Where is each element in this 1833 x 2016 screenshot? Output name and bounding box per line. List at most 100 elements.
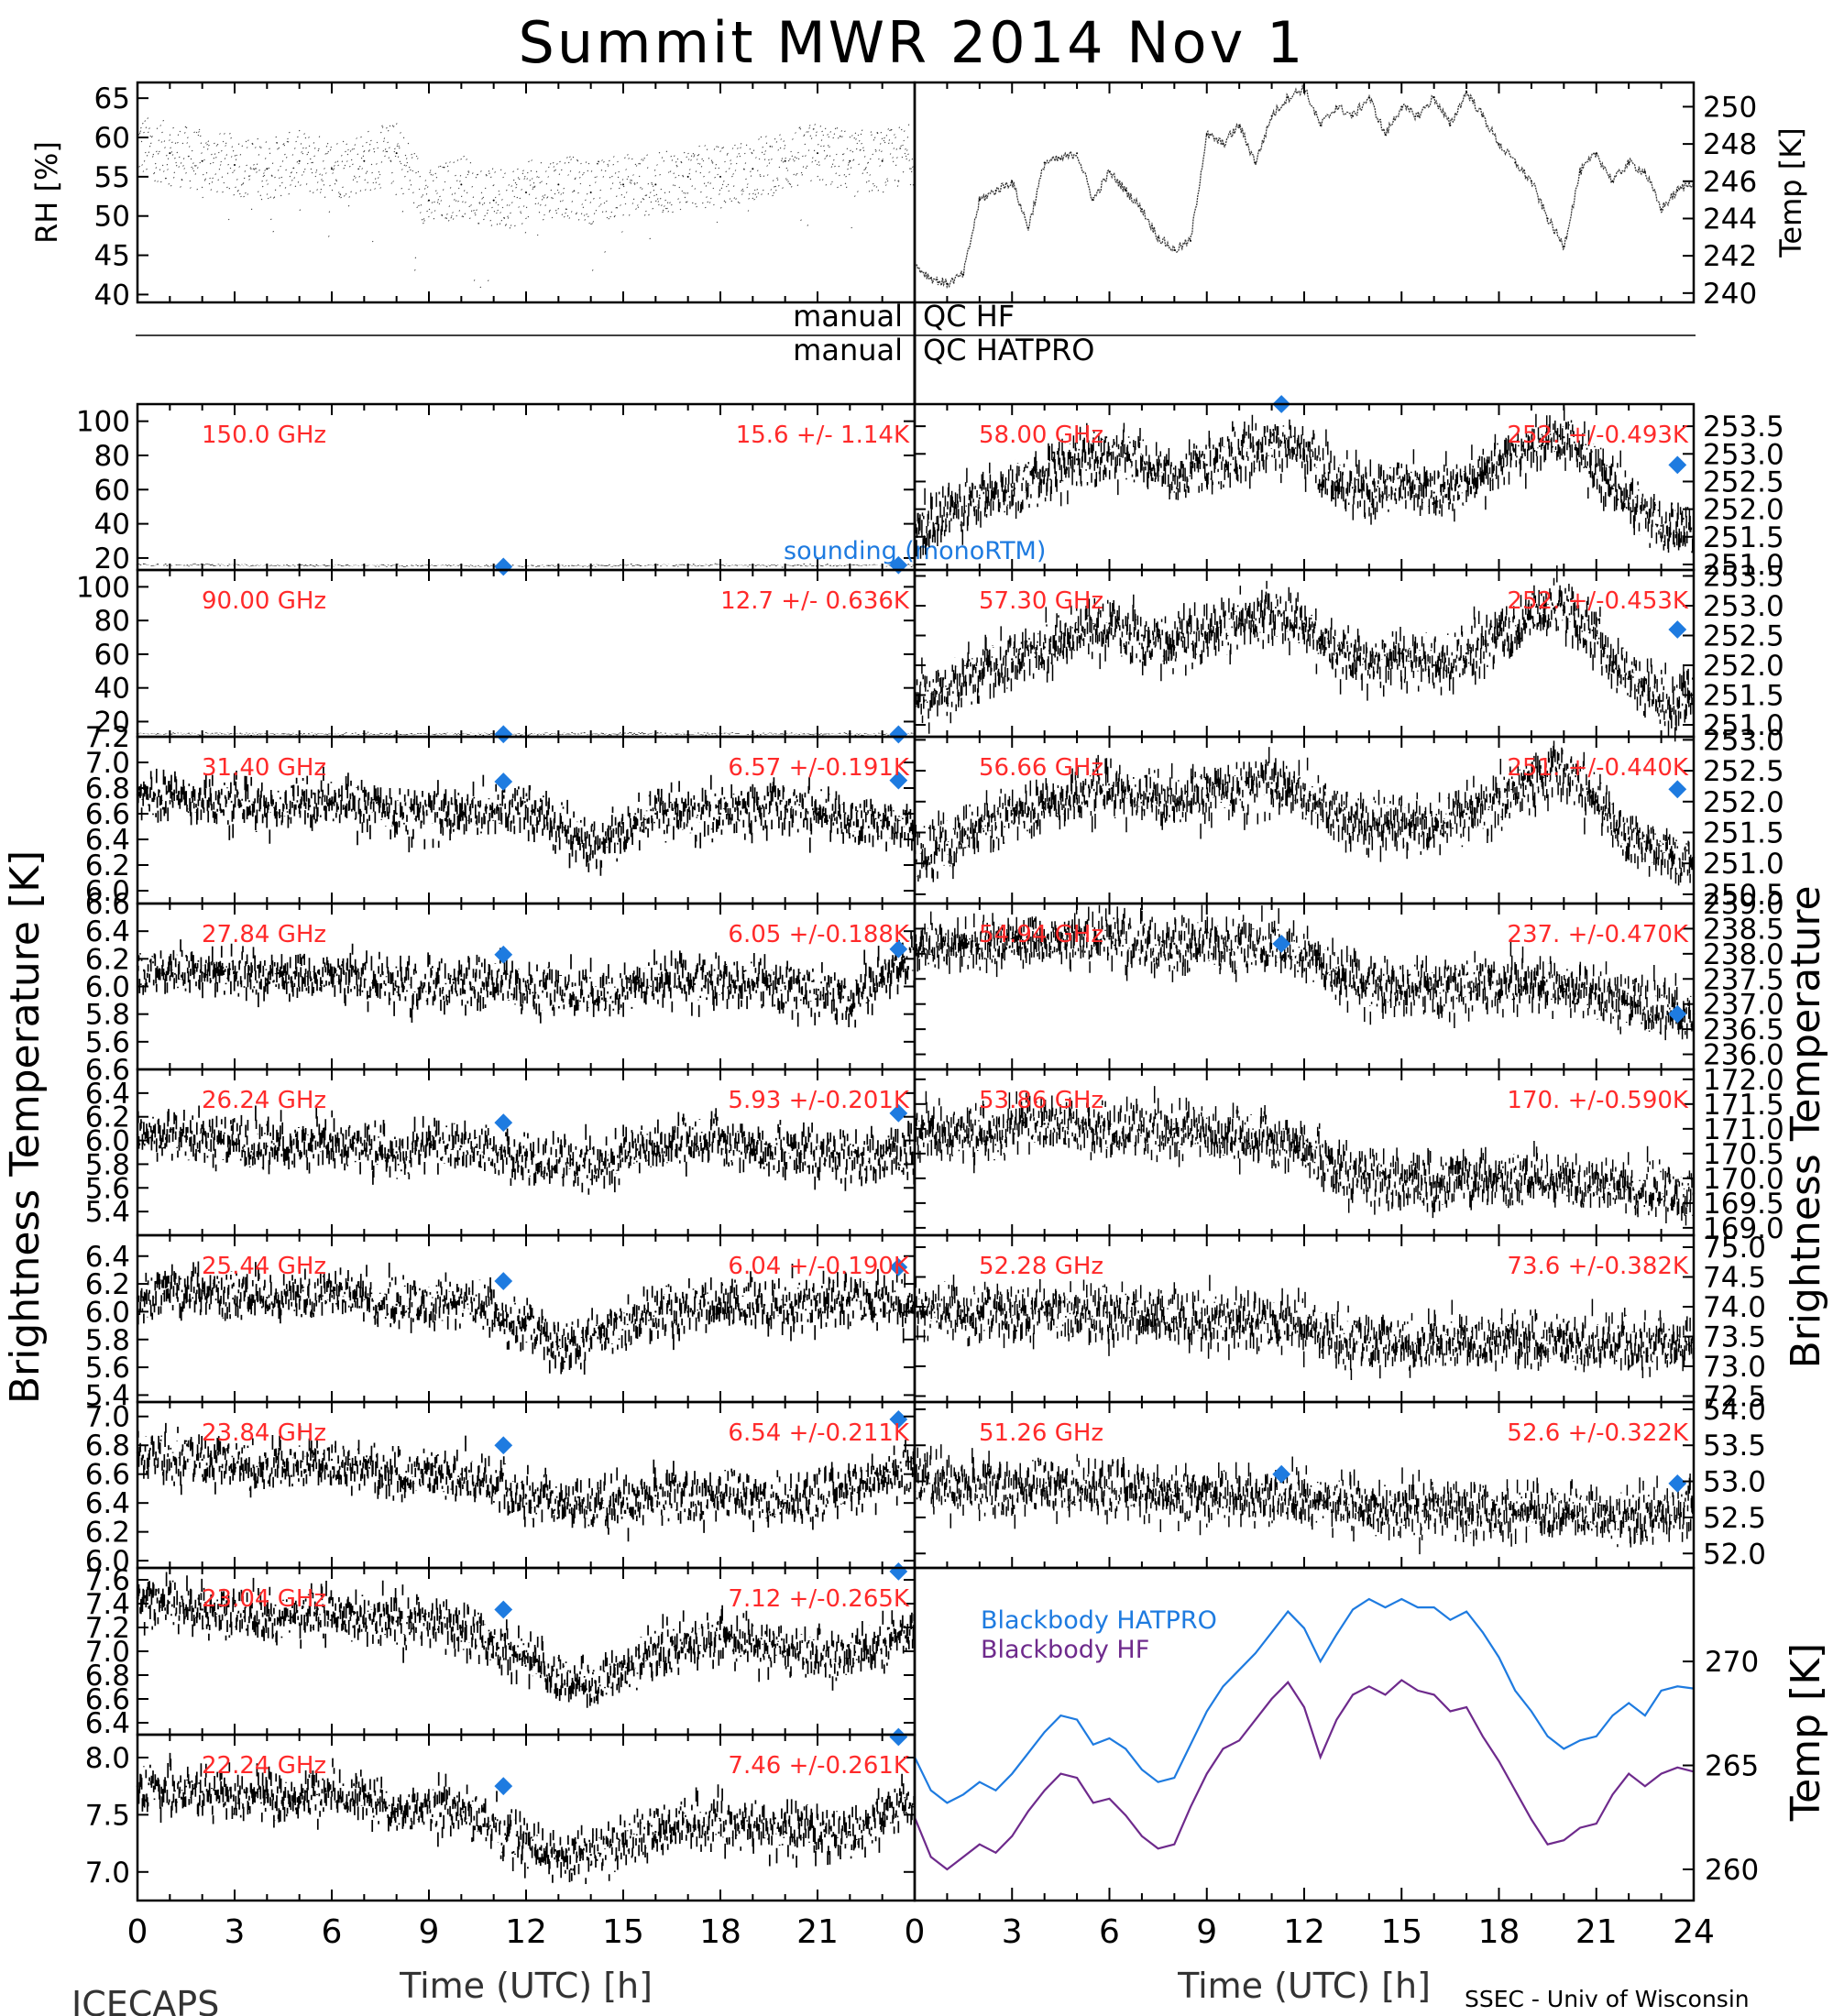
ytick-label-f2784-0: 5.6	[85, 1026, 130, 1059]
data-point-temp-12	[1108, 170, 1111, 173]
data-point-f5730-23	[1660, 699, 1663, 703]
data-point-temp-39	[1546, 217, 1549, 220]
ytick-label-f2304-2: 6.8	[85, 1660, 130, 1693]
chart-title: Summit MWR 2014 Nov 1	[519, 9, 1306, 76]
ytick-label-f5126-4: 54.0	[1703, 1394, 1766, 1427]
ytick-label-f2624-5: 6.4	[85, 1078, 130, 1111]
data-point-f5730-4	[1043, 646, 1046, 649]
data-point-temp-3	[962, 273, 965, 276]
data-point-f5730-18	[1498, 634, 1500, 637]
data-point-temp-2	[946, 282, 949, 285]
data-point-f5494-12	[1627, 1003, 1630, 1005]
freq-label-f2784: 27.84 GHz	[202, 921, 326, 948]
data-point-bb-1-32	[1432, 1693, 1435, 1696]
data-point-rh-3	[234, 164, 236, 166]
data-point-f5666-1	[946, 843, 949, 847]
xtick-label-1-2: 6	[1099, 1913, 1120, 1951]
data-point-temp-32	[1432, 96, 1435, 99]
data-point-bb-0-44	[1628, 1702, 1630, 1704]
data-point-f2784-9	[719, 978, 722, 981]
data-point-f2624-8	[654, 1145, 657, 1148]
ytick-label-rh-4: 60	[94, 122, 130, 155]
data-point-f5730-16	[1432, 663, 1435, 667]
data-point-f5666-17	[1465, 813, 1468, 816]
freq-label-f5386: 53.86 GHz	[979, 1087, 1103, 1114]
ytick-label-temp-5: 250	[1703, 91, 1757, 124]
data-point-f2304-10	[719, 1638, 722, 1641]
data-point-rh-2	[201, 159, 203, 162]
stat-label-f5494: 237. +/-0.470K	[1507, 921, 1689, 948]
data-point-f5730-14	[1367, 663, 1371, 667]
freq-label-f2624: 26.24 GHz	[202, 1087, 326, 1114]
xtick-label-0-7: 21	[796, 1913, 839, 1951]
data-point-f2784-7	[589, 992, 592, 995]
data-point-temp-13	[1125, 189, 1127, 192]
data-point-f5386-2	[1043, 1123, 1046, 1125]
data-point-f5386-7	[1335, 1172, 1338, 1175]
ytick-label-rh-1: 45	[94, 240, 130, 273]
data-point-f5666-7	[1140, 794, 1144, 797]
data-point-bb-1-25	[1319, 1756, 1322, 1759]
data-point-f2624-6	[524, 1156, 528, 1160]
stat-label-f5126: 52.6 +/-0.322K	[1507, 1419, 1689, 1447]
data-point-f2304-9	[654, 1649, 657, 1653]
ytick-label-rh-0: 40	[94, 279, 130, 312]
data-point-f5494-1	[978, 948, 982, 950]
data-point-bb-1-8	[1043, 1789, 1046, 1791]
data-point-f2384-7	[589, 1508, 592, 1512]
data-point-f5800-23	[1660, 524, 1663, 527]
data-point-f5386-12	[1627, 1187, 1630, 1189]
xtick-label-0-2: 6	[322, 1913, 343, 1951]
qc-hf-left-label: manual	[793, 299, 903, 334]
data-point-f3140-8	[589, 844, 592, 848]
ytick-label-f5386-0: 169.0	[1703, 1212, 1784, 1245]
data-point-f5730-3	[1011, 658, 1014, 661]
data-point-bb-1-10	[1076, 1777, 1078, 1779]
data-point-bb-0-46	[1660, 1690, 1663, 1692]
data-point-f5730-11	[1270, 610, 1273, 613]
ytick-label-f5228-0: 72.5	[1703, 1381, 1766, 1414]
xlabel-0: Time (UTC) [h]	[399, 1966, 653, 2006]
data-point-temp-5	[994, 189, 997, 192]
data-point-f2224-1	[201, 1791, 203, 1793]
data-point-bb-0-24	[1303, 1627, 1305, 1629]
ytick-label-f2624-1: 5.6	[85, 1172, 130, 1205]
xtick-label-0-1: 3	[225, 1913, 246, 1951]
data-point-f2304-7	[557, 1673, 560, 1677]
series-blackbody-1	[913, 1679, 1695, 1871]
data-point-f5730-20	[1563, 604, 1565, 608]
data-point-f5126-4	[1173, 1495, 1176, 1497]
xtick-label-1-5: 15	[1380, 1913, 1422, 1951]
data-point-bb-0-41	[1579, 1739, 1581, 1742]
data-point-f3140-9	[654, 812, 657, 816]
data-point-bb-0-20	[1238, 1669, 1240, 1671]
data-point-f5228-11	[1563, 1341, 1565, 1344]
data-point-f2624-5	[460, 1145, 463, 1148]
data-point-temp-47	[1676, 189, 1679, 192]
freq-label-f5800: 58.00 GHz	[979, 422, 1103, 449]
data-point-bb-0-40	[1563, 1748, 1565, 1750]
ytick-label-f5800-2: 252.0	[1703, 494, 1784, 527]
data-point-bb-0-15	[1157, 1780, 1159, 1783]
ytick-label-f5666-0: 250.5	[1703, 879, 1784, 912]
ytick-label-f2384-5: 7.0	[85, 1401, 130, 1434]
ytick-label-f5386-6: 172.0	[1703, 1064, 1784, 1097]
ytick-label-f2624-3: 6.0	[85, 1125, 130, 1158]
ylabel-rh: RH [%]	[29, 141, 64, 244]
data-point-bb-0-18	[1205, 1710, 1208, 1713]
data-point-temp-4	[978, 199, 981, 202]
data-point-f2624-11	[849, 1156, 851, 1160]
data-point-bb-1-44	[1628, 1772, 1630, 1775]
data-point-bb-0-28	[1368, 1598, 1370, 1600]
ytick-label-f90-1: 40	[94, 673, 130, 706]
data-point-f5228-10	[1498, 1335, 1500, 1338]
data-point-f2304-5	[460, 1626, 463, 1629]
data-point-f5800-5	[1075, 458, 1079, 461]
ytick-label-f5494-4: 238.0	[1703, 938, 1784, 971]
data-point-f5666-10	[1237, 788, 1241, 791]
data-point-f5386-8	[1367, 1177, 1371, 1180]
stat-label-f5386: 170. +/-0.590K	[1507, 1087, 1689, 1114]
data-point-temp-17	[1190, 239, 1192, 242]
ytick-label-f5494-2: 237.0	[1703, 989, 1784, 1022]
